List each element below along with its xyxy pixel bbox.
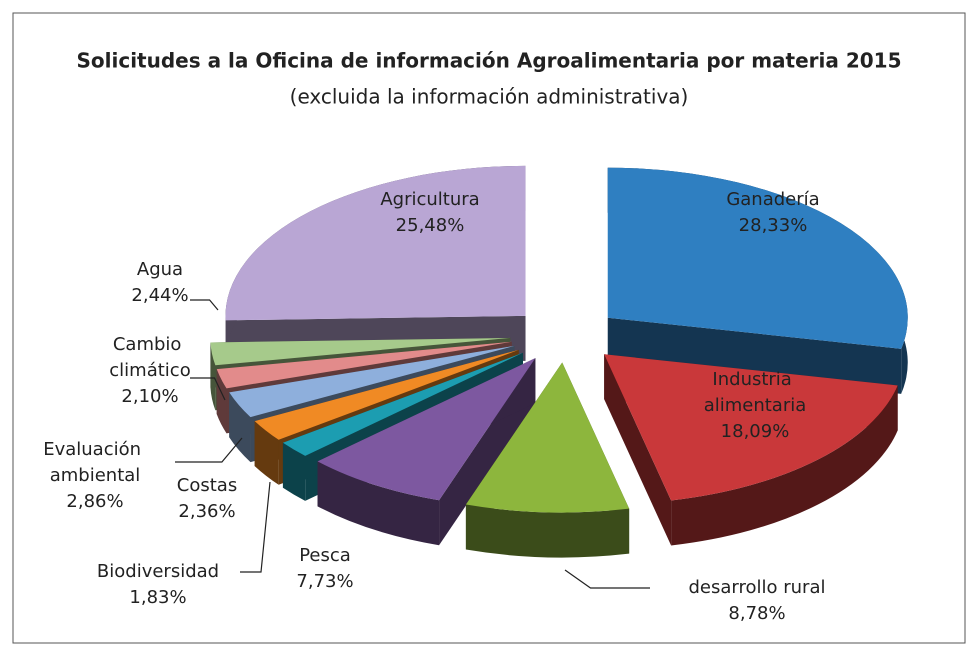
slice-value-label: 2,36% — [178, 501, 235, 522]
slice-label-line: climático — [109, 360, 190, 381]
slice-label: Cambio climático — [109, 334, 190, 381]
slice-radial-wall — [607, 317, 902, 394]
leader-line — [190, 377, 226, 401]
slice-outer-wall — [465, 504, 630, 558]
slice-value-label: 1,83% — [129, 587, 186, 608]
slice-label: Costas — [177, 475, 237, 496]
slice — [210, 337, 511, 366]
leader-line — [190, 299, 219, 311]
slice-label-line: ambiental — [50, 465, 141, 486]
slice-outer-wall — [317, 461, 440, 546]
slice-value-label: 2,86% — [66, 491, 123, 512]
slice-label-line: alimentaria — [704, 395, 807, 416]
leader-line — [175, 437, 243, 463]
slice — [225, 165, 526, 321]
leader-line — [240, 481, 271, 573]
slice-outer-wall — [210, 342, 216, 411]
slice — [604, 354, 898, 501]
slice-value-label: 8,78% — [728, 603, 785, 624]
slice-radial-wall — [604, 354, 672, 546]
slice-outer-wall — [216, 369, 227, 434]
slice-label: Industria alimentaria — [704, 369, 807, 416]
slice-label-line: Cambio — [113, 334, 187, 355]
slice-outer-wall — [254, 421, 279, 485]
slice-label-line: Evaluación — [43, 439, 147, 460]
slice — [254, 349, 519, 440]
slice — [216, 341, 512, 389]
slice — [229, 345, 515, 418]
slice-label: Biodiversidad — [97, 561, 219, 582]
slice-value-label: 7,73% — [296, 571, 353, 592]
slice-label: desarrollo rural — [689, 577, 826, 598]
slice-label-line: Industria — [712, 369, 797, 390]
slice-value-label: 25,48% — [396, 215, 465, 236]
slice-label: Pesca — [299, 545, 351, 566]
chart-title: Solicitudes a la Oficina de información … — [76, 49, 901, 73]
slice — [607, 167, 908, 349]
slice-label: Agua — [137, 259, 183, 280]
slice-value-label: 2,10% — [121, 386, 178, 407]
chart-subtitle: (excluida la información administrativa) — [290, 85, 689, 109]
slice-outer-wall — [671, 385, 898, 546]
slice-label: Agricultura — [380, 189, 479, 210]
leader-line — [564, 569, 650, 589]
slice-value-label: 2,44% — [131, 285, 188, 306]
slice-value-label: 18,09% — [721, 421, 790, 442]
slice-outer-wall — [282, 442, 306, 501]
slice — [465, 362, 630, 513]
slice — [282, 352, 523, 456]
slice-value-label: 28,33% — [739, 215, 808, 236]
slice-label: Evaluación ambiental — [43, 439, 147, 486]
slice-label: Ganadería — [726, 189, 819, 210]
slice — [317, 358, 536, 501]
slice-outer-wall — [229, 392, 251, 463]
